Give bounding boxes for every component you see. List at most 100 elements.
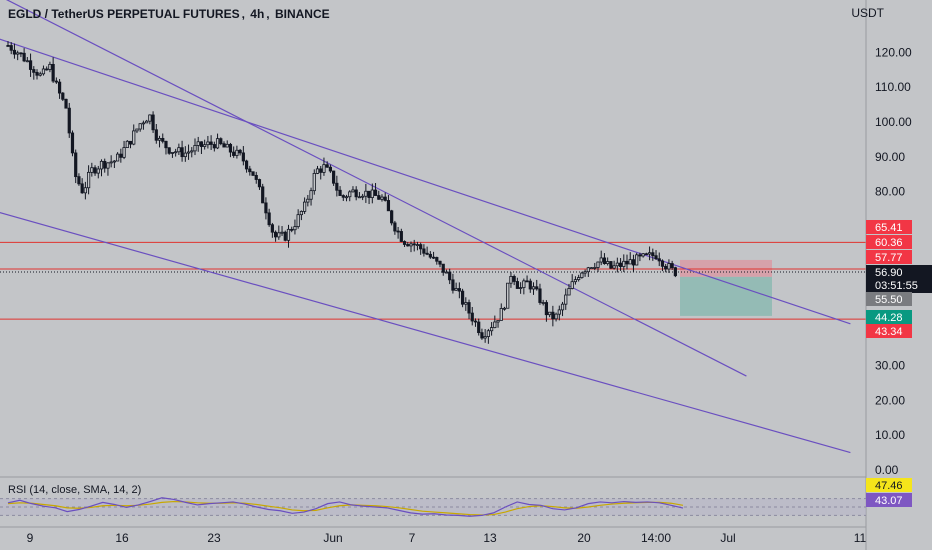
candle-body xyxy=(190,150,194,153)
candle-body xyxy=(457,288,461,292)
candle-body xyxy=(451,279,455,291)
candle-body xyxy=(109,161,113,164)
candle-body xyxy=(531,286,536,290)
candle-body xyxy=(441,263,445,273)
level-price-tag: 57.77 xyxy=(875,252,903,264)
rsi-line xyxy=(7,497,684,517)
candle-body xyxy=(312,173,316,192)
y-tick-label: 30.00 xyxy=(875,359,905,373)
candle-body xyxy=(341,195,345,198)
level-price-tag-bg xyxy=(866,250,912,264)
candle-body xyxy=(489,327,494,332)
y-tick-label: 80.00 xyxy=(875,185,905,199)
symbol-name[interactable]: EGLD / TetherUS PERPETUAL FUTURES xyxy=(8,7,240,21)
time-axis: 9 16 23 Jun 7 13 20 14:00 Jul 11 xyxy=(0,526,867,545)
candle-body xyxy=(280,231,284,234)
candle-body xyxy=(135,128,139,132)
exchange-label: BINANCE xyxy=(274,7,330,21)
candle-body xyxy=(174,151,178,154)
candle-body xyxy=(486,330,490,337)
candle-body xyxy=(522,280,526,288)
candle-body xyxy=(586,267,590,273)
candle-body xyxy=(141,122,146,125)
candle-body xyxy=(9,45,13,51)
candle-body xyxy=(103,160,107,169)
candle-body xyxy=(325,164,329,168)
rsi-pane xyxy=(0,476,866,517)
trendline xyxy=(0,38,851,325)
candle-body xyxy=(74,152,78,178)
y-tick-label: 120.00 xyxy=(875,45,912,59)
candle-body xyxy=(548,311,552,316)
candle-body xyxy=(57,81,62,94)
trendline xyxy=(6,0,747,377)
candle-body xyxy=(87,171,91,189)
candle-body xyxy=(641,253,645,257)
candle-body xyxy=(277,232,281,238)
candle-body xyxy=(54,80,58,83)
candle-body xyxy=(319,168,323,173)
candle-body xyxy=(338,189,342,196)
rsi-value-tag: 47.46 xyxy=(875,480,903,492)
candle-body xyxy=(438,260,442,265)
candle-body xyxy=(25,60,29,63)
candle-body xyxy=(209,141,213,145)
candle-body xyxy=(431,256,436,259)
candle-body xyxy=(470,312,474,322)
candle-body xyxy=(290,228,294,231)
candle-body xyxy=(618,262,623,267)
candle-body xyxy=(251,171,255,176)
candle-body xyxy=(270,224,274,233)
y-tick-label: 20.00 xyxy=(875,393,905,407)
candle-body xyxy=(383,196,387,201)
candle-body xyxy=(396,230,400,233)
candle-body xyxy=(599,257,603,263)
rsi-indicator-label[interactable]: RSI (14, close, SMA, 14, 2) xyxy=(8,484,142,496)
candle-body xyxy=(386,200,391,212)
x-tick-label: Jul xyxy=(720,531,735,545)
candle-body xyxy=(544,302,549,316)
candle-body xyxy=(51,63,55,82)
candle-body xyxy=(496,320,500,323)
candle-body xyxy=(228,143,233,153)
candle-body xyxy=(499,308,503,321)
trendlines xyxy=(0,0,851,454)
candle-body xyxy=(254,174,258,180)
stop-price-tag: 65.41 xyxy=(875,222,903,234)
candle-body xyxy=(660,260,665,267)
interval-label[interactable]: 4h xyxy=(250,7,265,21)
y-tick-label: 100.00 xyxy=(875,115,912,129)
candle-body xyxy=(390,210,394,224)
x-tick-label: 7 xyxy=(409,531,416,545)
target-price-tag-bg xyxy=(866,310,912,324)
candle-body xyxy=(448,271,452,281)
candle-body xyxy=(303,201,307,212)
candle-body xyxy=(267,212,271,226)
candle-body xyxy=(186,151,191,154)
level-price-tag: 60.36 xyxy=(875,237,903,249)
x-tick-label: 20 xyxy=(577,531,591,545)
candle-body xyxy=(257,179,262,188)
candle-body xyxy=(551,311,555,320)
candle-body xyxy=(538,288,542,303)
candle-body xyxy=(183,152,187,158)
candle-body xyxy=(348,191,352,198)
candle-body xyxy=(67,107,71,134)
candle-body xyxy=(157,137,162,141)
candle-body xyxy=(38,73,42,76)
candle-body xyxy=(167,147,171,154)
candle-body xyxy=(293,226,297,231)
candle-body xyxy=(322,164,326,173)
candle-body xyxy=(377,195,381,200)
candle-body xyxy=(480,332,484,339)
candle-body xyxy=(509,276,513,284)
candle-body xyxy=(241,152,245,162)
candle-body xyxy=(170,152,175,154)
candle-body xyxy=(393,222,397,232)
candle-body xyxy=(602,257,607,265)
candle-body xyxy=(35,71,39,76)
candle-body xyxy=(651,252,655,257)
candle-body xyxy=(415,244,420,246)
